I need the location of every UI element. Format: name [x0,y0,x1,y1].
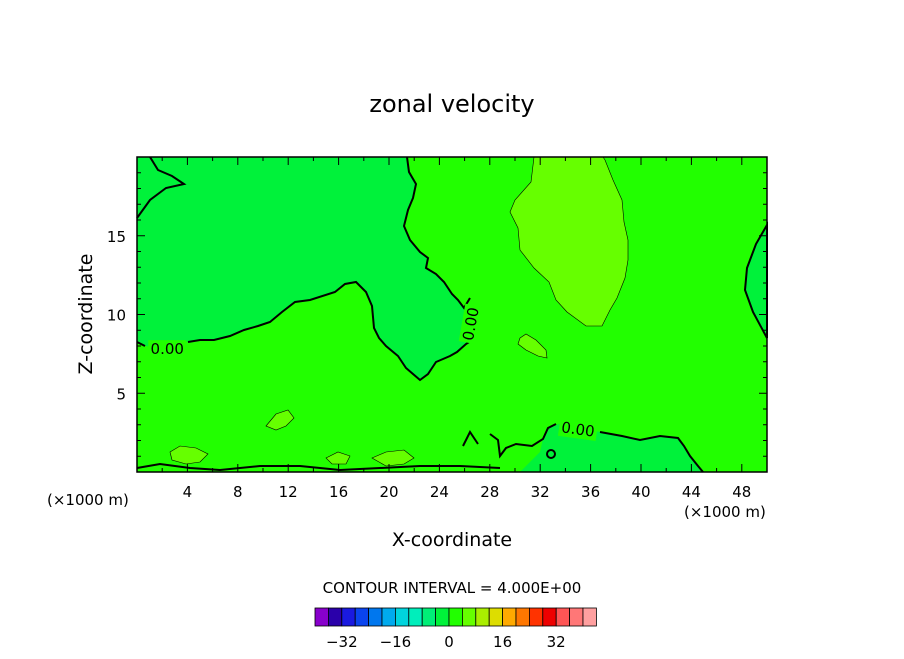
colorbar-swatch [488,607,504,627]
region-negative-upper [137,157,477,380]
x-axis-label: X-coordinate [392,529,512,551]
colorbar-swatch [368,607,383,627]
colorbar-swatch [381,607,396,627]
y-tick-label: 15 [107,228,126,246]
contour-label-backdrop [458,303,484,345]
region-positive-blob [517,333,548,359]
y-tick-marks [137,172,767,457]
colorbar-swatch [341,607,356,627]
x-tick-label: 32 [531,483,550,501]
colorbar-swatch [354,607,370,627]
x-tick-label: 16 [329,483,348,501]
region-positive-surface-left [169,445,209,465]
colorbar-tick-label: 0 [444,633,454,651]
contour-label-backdrop [557,417,599,442]
x-tick-label: 48 [732,483,751,501]
colorbar-swatch [582,607,597,627]
x-tick-label: 28 [480,483,499,501]
contour-label: 0.00 [459,306,483,342]
colorbar-swatch [327,607,343,627]
colorbar-swatch [448,607,463,627]
x-tick-label: 24 [430,483,449,501]
zero-contour-small-circle [546,449,556,459]
colorbar-swatch [394,607,410,627]
colorbar-tick-label: −32 [326,633,358,651]
x-axis: 4 8 12 16 20 24 28 32 36 40 44 48 [183,483,752,501]
colorbar-swatch [475,607,490,627]
x-tick-label: 36 [581,483,600,501]
colorbar-swatch [542,607,557,627]
region-positive-small [265,409,295,431]
colorbar-tick-label: 16 [493,633,512,651]
x-tick-label: 12 [279,483,298,501]
contour-label: 0.00 [151,340,184,358]
x-tick-label: 20 [379,483,398,501]
colorbar-tick-label: 32 [547,633,566,651]
contour-label-group: 0.00 [148,340,187,359]
zero-contour-surface [462,423,704,473]
plot-area: 0.00 0.00 0.00 [136,156,768,473]
y-tick-label: 10 [107,307,126,325]
contour-label: 0.00 [560,418,596,440]
colorbar-swatch [435,607,450,627]
colorbar-swatch [314,607,329,627]
zero-contour-bottom [136,462,501,472]
colorbar-swatch [502,607,517,627]
region-positive-surface-mid2 [371,449,415,467]
x-tick-label: 4 [183,483,193,501]
colorbar-swatch [421,607,437,627]
contour-label-backdrop [148,340,187,359]
x-unit-right: (×1000 m) [684,503,766,521]
chart-title: zonal velocity [369,90,534,118]
colorbar-swatch [461,607,477,627]
contour-labels: 0.00 0.00 0.00 [148,303,599,442]
contour-label-group: 0.00 [458,303,484,345]
x-tick-label: 44 [682,483,701,501]
region-positive-surface-mid [325,451,351,465]
y-tick-label: 5 [116,385,126,403]
colorbar-swatch [569,607,584,627]
colorbar-tick-label: −16 [380,633,412,651]
colorbar [314,607,597,627]
region-positive-core [509,156,629,327]
colorbar-ticks: −32 −16 0 16 32 [326,633,566,651]
y-axis-label: Z-coordinate [75,254,97,375]
colorbar-swatch [529,607,544,627]
zero-contour-main [136,156,478,382]
colorbar-swatch [515,607,530,627]
x-unit-left: (×1000 m) [47,491,129,509]
y-axis: 5 10 15 [107,228,126,404]
colorbar-swatch [408,607,423,627]
zero-contours [136,156,704,473]
zero-contour-topleft [136,156,187,219]
contour-interval-label: CONTOUR INTERVAL = 4.000E+00 [323,579,582,597]
colorbar-swatch [555,607,571,627]
x-tick-marks [161,157,743,472]
contour-label-group: 0.00 [557,417,599,442]
x-tick-label: 8 [233,483,243,501]
x-tick-label: 40 [631,483,650,501]
